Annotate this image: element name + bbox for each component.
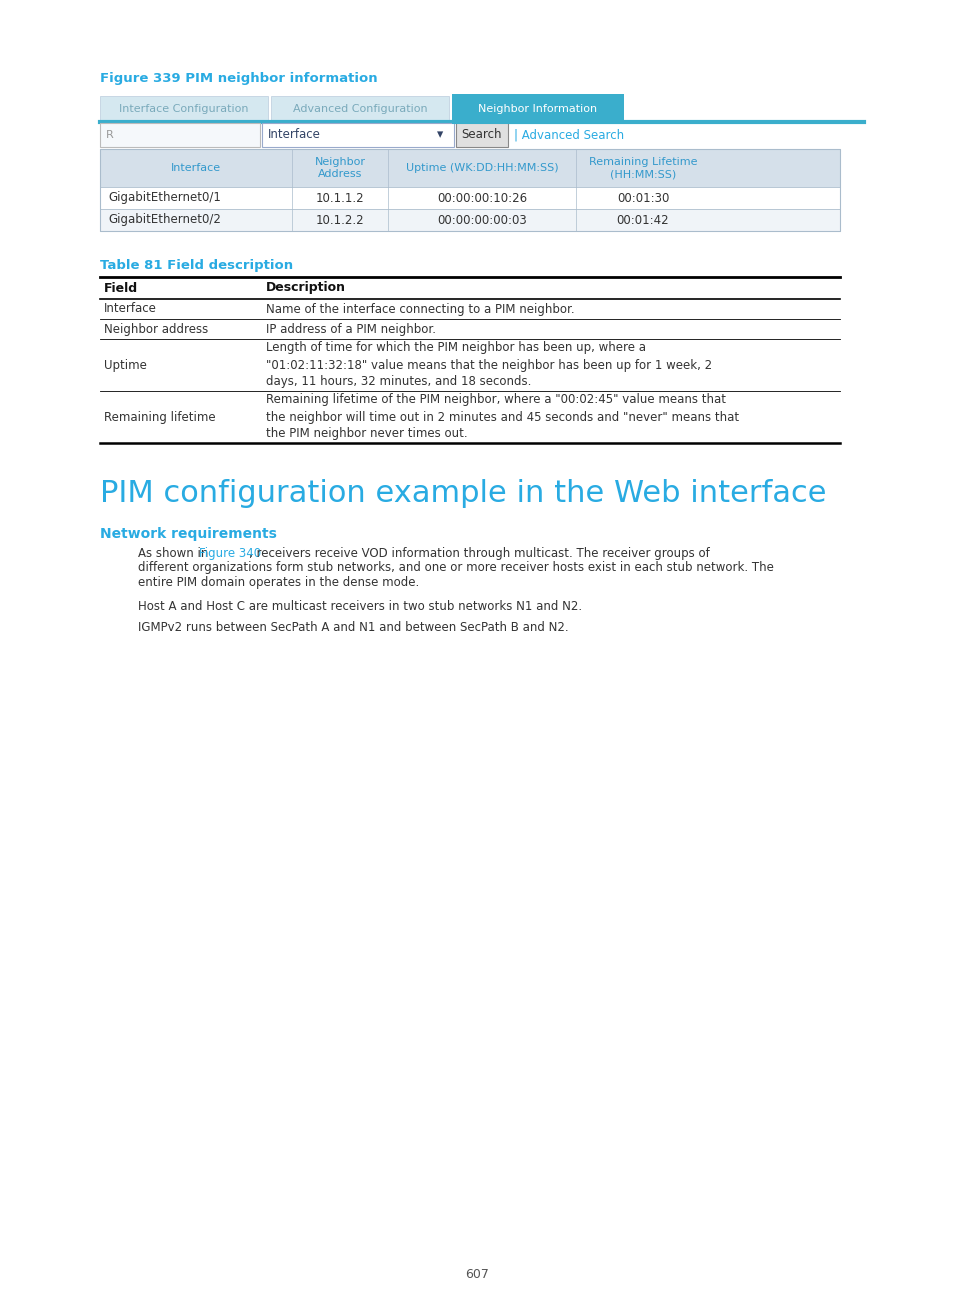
Text: Remaining Lifetime
(HH:MM:SS): Remaining Lifetime (HH:MM:SS) xyxy=(588,157,697,179)
Text: R: R xyxy=(106,130,113,140)
Bar xyxy=(271,96,449,122)
Text: Uptime: Uptime xyxy=(104,359,147,372)
Text: 00:01:42: 00:01:42 xyxy=(616,214,669,227)
Text: Figure 339 PIM neighbor information: Figure 339 PIM neighbor information xyxy=(100,73,377,86)
Text: , receivers receive VOD information through multicast. The receiver groups of: , receivers receive VOD information thro… xyxy=(249,547,709,560)
Text: | Advanced Search: | Advanced Search xyxy=(514,128,623,141)
Text: Host A and Host C are multicast receivers in two stub networks N1 and N2.: Host A and Host C are multicast receiver… xyxy=(138,600,581,613)
Text: Name of the interface connecting to a PIM neighbor.: Name of the interface connecting to a PI… xyxy=(266,302,574,315)
Text: Neighbor
Address: Neighbor Address xyxy=(314,157,365,179)
Bar xyxy=(100,187,840,209)
Bar xyxy=(262,123,454,146)
Text: Interface: Interface xyxy=(104,302,156,315)
Text: ▾: ▾ xyxy=(436,128,442,141)
Text: As shown in: As shown in xyxy=(138,547,212,560)
Bar xyxy=(100,96,268,122)
Text: 10.1.1.2: 10.1.1.2 xyxy=(315,192,364,205)
Text: Figure 340: Figure 340 xyxy=(198,547,260,560)
Bar xyxy=(456,123,507,146)
Text: Neighbor address: Neighbor address xyxy=(104,323,208,336)
Bar xyxy=(452,95,623,124)
Text: 607: 607 xyxy=(464,1267,489,1280)
Text: Length of time for which the PIM neighbor has been up, where a
"01:02:11:32:18" : Length of time for which the PIM neighbo… xyxy=(266,342,711,389)
Text: entire PIM domain operates in the dense mode.: entire PIM domain operates in the dense … xyxy=(138,575,418,588)
Text: 00:00:00:10:26: 00:00:00:10:26 xyxy=(436,192,526,205)
Text: Search: Search xyxy=(461,128,501,141)
Text: Description: Description xyxy=(266,281,346,294)
Text: 10.1.2.2: 10.1.2.2 xyxy=(315,214,364,227)
Text: 00:01:30: 00:01:30 xyxy=(617,192,668,205)
Text: GigabitEthernet0/1: GigabitEthernet0/1 xyxy=(108,192,221,205)
Text: Remaining lifetime of the PIM neighbor, where a "00:02:45" value means that
the : Remaining lifetime of the PIM neighbor, … xyxy=(266,394,739,441)
Text: Network requirements: Network requirements xyxy=(100,527,276,540)
Bar xyxy=(100,149,840,187)
Text: Table 81 Field description: Table 81 Field description xyxy=(100,259,293,272)
Text: Neighbor Information: Neighbor Information xyxy=(478,104,597,114)
Text: PIM configuration example in the Web interface: PIM configuration example in the Web int… xyxy=(100,480,825,508)
Text: GigabitEthernet0/2: GigabitEthernet0/2 xyxy=(108,214,221,227)
Text: Interface: Interface xyxy=(171,163,221,172)
Text: Advanced Configuration: Advanced Configuration xyxy=(293,104,427,114)
Bar xyxy=(100,123,260,146)
Text: Field: Field xyxy=(104,281,138,294)
Text: IP address of a PIM neighbor.: IP address of a PIM neighbor. xyxy=(266,323,436,336)
Text: Interface Configuration: Interface Configuration xyxy=(119,104,249,114)
Bar xyxy=(100,149,840,231)
Bar xyxy=(100,209,840,231)
Text: IGMPv2 runs between SecPath A and N1 and between SecPath B and N2.: IGMPv2 runs between SecPath A and N1 and… xyxy=(138,621,568,634)
Text: Uptime (WK:DD:HH:MM:SS): Uptime (WK:DD:HH:MM:SS) xyxy=(405,163,558,172)
Text: Interface: Interface xyxy=(268,128,320,141)
Text: Remaining lifetime: Remaining lifetime xyxy=(104,411,215,424)
Text: 00:00:00:00:03: 00:00:00:00:03 xyxy=(436,214,526,227)
Text: different organizations form stub networks, and one or more receiver hosts exist: different organizations form stub networ… xyxy=(138,561,773,574)
